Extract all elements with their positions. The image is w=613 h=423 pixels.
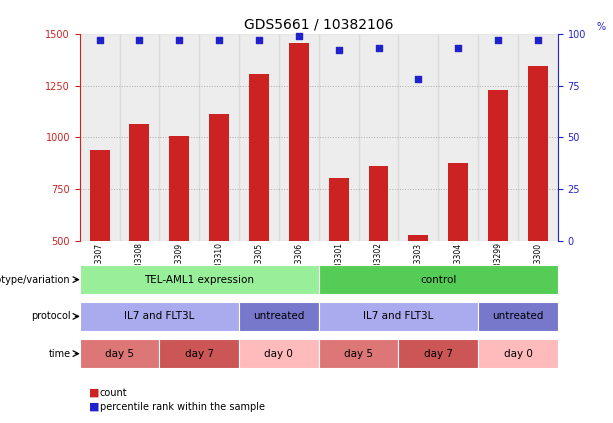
Point [294,33,304,39]
Text: day 7: day 7 [424,349,453,359]
Bar [438,34,478,241]
Text: count: count [100,387,128,398]
Bar [448,163,468,241]
Bar [488,90,508,241]
Bar [80,34,120,241]
Point [413,76,423,83]
Bar [159,34,199,241]
Bar [289,43,309,241]
Bar [279,34,319,241]
Bar [329,178,349,241]
Text: day 0: day 0 [264,349,294,359]
Bar [319,34,359,241]
Text: ■: ■ [89,402,99,412]
Text: control: control [420,275,457,285]
Point [454,45,463,52]
Bar [528,66,548,241]
Bar [249,74,269,241]
Text: percentile rank within the sample: percentile rank within the sample [100,402,265,412]
Text: day 5: day 5 [344,349,373,359]
Point [215,37,224,44]
Bar [169,137,189,241]
Bar [398,34,438,241]
Text: day 7: day 7 [185,349,214,359]
Bar [368,167,389,241]
Text: TEL-AML1 expression: TEL-AML1 expression [144,275,254,285]
Bar [359,34,398,241]
Text: ■: ■ [89,387,99,398]
Text: untreated: untreated [492,311,544,321]
Point [533,37,543,44]
Text: time: time [48,349,70,359]
Bar [478,34,518,241]
Point [333,47,343,54]
Bar [199,34,239,241]
Bar [518,34,558,241]
Bar [120,34,159,241]
Text: protocol: protocol [31,311,70,321]
Bar [129,124,150,241]
Text: untreated: untreated [253,311,305,321]
Text: day 5: day 5 [105,349,134,359]
Point [493,37,503,44]
Point [94,37,104,44]
Text: day 0: day 0 [503,349,533,359]
Point [254,37,264,44]
Text: %: % [596,22,605,32]
Bar [89,150,110,241]
Bar [239,34,279,241]
Title: GDS5661 / 10382106: GDS5661 / 10382106 [244,17,394,31]
Point [373,45,384,52]
Point [175,37,185,44]
Text: IL7 and FLT3L: IL7 and FLT3L [124,311,194,321]
Text: genotype/variation: genotype/variation [0,275,70,285]
Bar [408,235,428,241]
Bar [209,114,229,241]
Text: IL7 and FLT3L: IL7 and FLT3L [364,311,433,321]
Point [134,37,145,44]
